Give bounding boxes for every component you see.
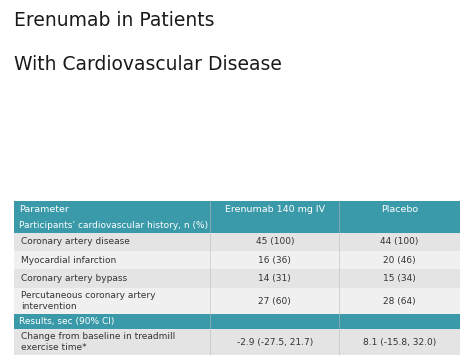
Text: Results, sec (90% CI): Results, sec (90% CI) — [19, 317, 114, 326]
Text: Coronary artery bypass: Coronary artery bypass — [21, 274, 128, 283]
Text: 27 (60): 27 (60) — [258, 296, 291, 306]
Text: Erenumab in Patients: Erenumab in Patients — [14, 11, 215, 30]
Text: 15 (34): 15 (34) — [383, 274, 416, 283]
Text: Myocardial infarction: Myocardial infarction — [21, 256, 117, 265]
Text: Placebo: Placebo — [381, 204, 418, 214]
Text: 14 (31): 14 (31) — [258, 274, 291, 283]
Text: 44 (100): 44 (100) — [381, 237, 419, 246]
Text: With Cardiovascular Disease: With Cardiovascular Disease — [14, 55, 282, 74]
Text: 20 (46): 20 (46) — [383, 256, 416, 265]
Text: 8.1 (-15.8, 32.0): 8.1 (-15.8, 32.0) — [363, 338, 436, 347]
Text: 16 (36): 16 (36) — [258, 256, 292, 265]
Text: Percutaneous coronary artery
intervention: Percutaneous coronary artery interventio… — [21, 291, 156, 311]
Text: 45 (100): 45 (100) — [255, 237, 294, 246]
Text: 28 (64): 28 (64) — [383, 296, 416, 306]
Text: Erenumab 140 mg IV: Erenumab 140 mg IV — [225, 204, 325, 214]
Text: Coronary artery disease: Coronary artery disease — [21, 237, 130, 246]
Text: Parameter: Parameter — [19, 204, 69, 214]
Text: -2.9 (-27.5, 21.7): -2.9 (-27.5, 21.7) — [237, 338, 313, 347]
Text: Change from baseline in treadmill
exercise time*: Change from baseline in treadmill exerci… — [21, 332, 175, 353]
Text: Participants’ cardiovascular history, n (%): Participants’ cardiovascular history, n … — [19, 220, 208, 230]
